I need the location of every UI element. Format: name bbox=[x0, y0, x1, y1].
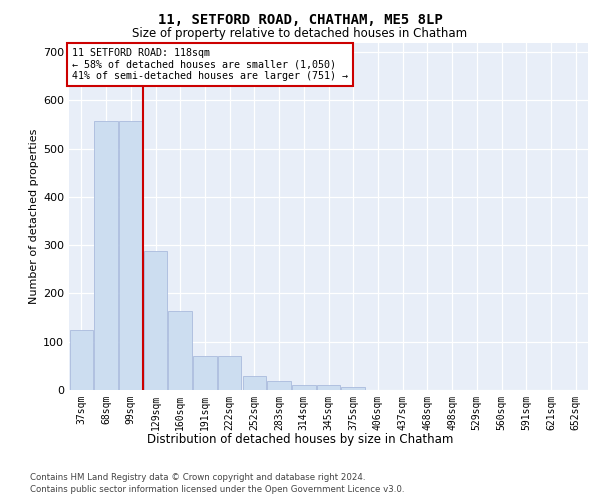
Text: 11 SETFORD ROAD: 118sqm
← 58% of detached houses are smaller (1,050)
41% of semi: 11 SETFORD ROAD: 118sqm ← 58% of detache… bbox=[71, 48, 347, 81]
Text: Contains HM Land Registry data © Crown copyright and database right 2024.: Contains HM Land Registry data © Crown c… bbox=[30, 472, 365, 482]
Bar bbox=[70, 330, 93, 390]
Bar bbox=[292, 385, 316, 390]
Text: Contains public sector information licensed under the Open Government Licence v3: Contains public sector information licen… bbox=[30, 485, 404, 494]
Y-axis label: Number of detached properties: Number of detached properties bbox=[29, 128, 39, 304]
Bar bbox=[119, 120, 143, 390]
Bar bbox=[341, 386, 365, 390]
Bar bbox=[218, 356, 241, 390]
Bar bbox=[144, 252, 167, 390]
Bar bbox=[268, 382, 291, 390]
Bar bbox=[242, 376, 266, 390]
Bar bbox=[169, 312, 192, 390]
Bar bbox=[317, 385, 340, 390]
Text: Distribution of detached houses by size in Chatham: Distribution of detached houses by size … bbox=[147, 432, 453, 446]
Bar bbox=[193, 356, 217, 390]
Bar bbox=[94, 120, 118, 390]
Text: 11, SETFORD ROAD, CHATHAM, ME5 8LP: 11, SETFORD ROAD, CHATHAM, ME5 8LP bbox=[158, 12, 442, 26]
Text: Size of property relative to detached houses in Chatham: Size of property relative to detached ho… bbox=[133, 28, 467, 40]
